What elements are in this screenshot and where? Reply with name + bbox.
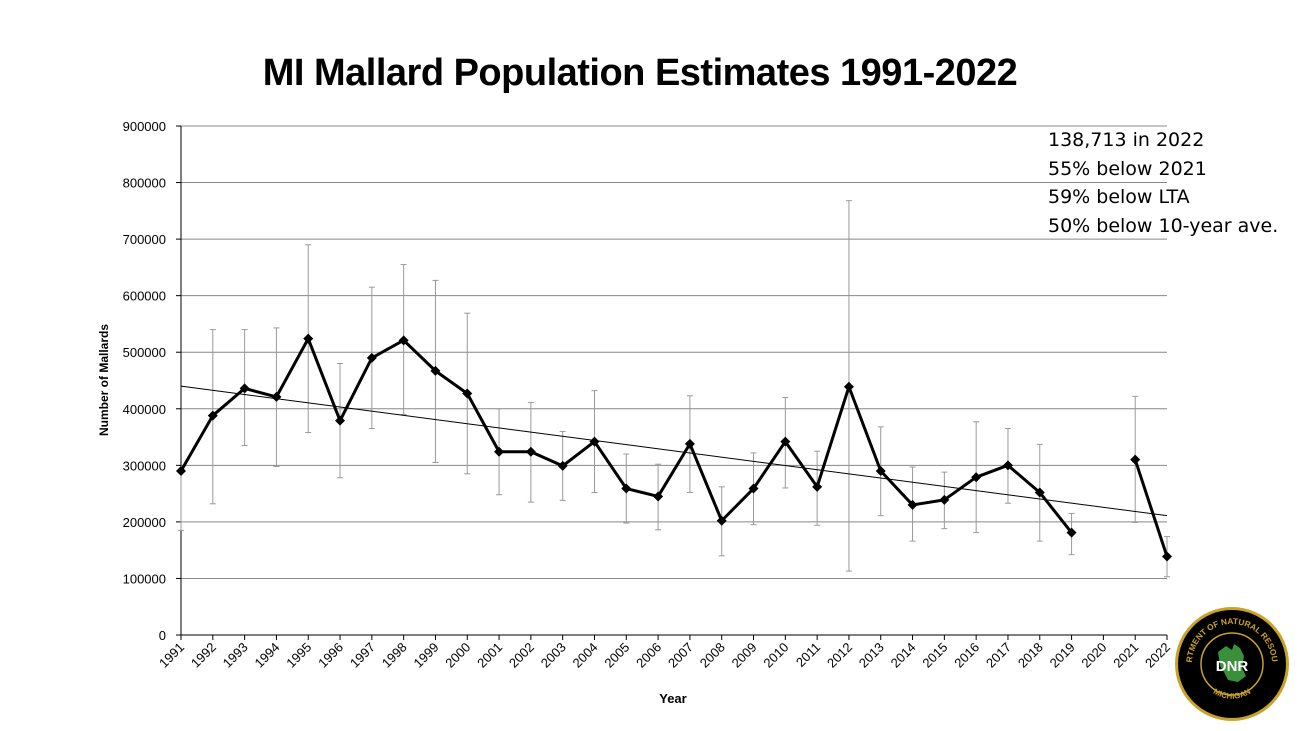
- x-tick-label: 2010: [760, 640, 791, 671]
- y-tick-label: 300000: [123, 458, 166, 473]
- axes: [176, 125, 1168, 640]
- x-tick-label: 2022: [1142, 640, 1173, 671]
- data-point-marker: [335, 415, 346, 426]
- y-tick-label: 700000: [123, 232, 166, 247]
- annotation-box: 138,713 in 2022 55% below 2021 59% below…: [1048, 126, 1278, 240]
- data-point-marker: [176, 465, 186, 476]
- data-point-marker: [875, 465, 886, 476]
- data-point-marker: [589, 436, 600, 447]
- trendline: [180, 385, 1168, 517]
- x-tick-label: 1998: [379, 640, 410, 671]
- x-tick-label: 2021: [1110, 640, 1141, 671]
- x-tick-label: 1992: [188, 640, 219, 671]
- x-tick-label: 2005: [601, 640, 632, 671]
- x-tick-label: 2018: [1015, 640, 1046, 671]
- x-tick-label: 2017: [983, 640, 1014, 671]
- data-point-marker: [303, 333, 314, 344]
- x-tick-label: 2008: [697, 640, 728, 671]
- x-tick-label: 1997: [347, 640, 378, 671]
- trendline-line: [180, 385, 1168, 517]
- logo-bottom-text: MICHIGAN: [1212, 687, 1253, 701]
- michigan-shape-icon: [1218, 644, 1246, 682]
- annotation-line: 138,713 in 2022: [1048, 129, 1205, 151]
- x-tick-label: 2019: [1047, 640, 1078, 671]
- x-tick-label: 1999: [411, 640, 442, 671]
- data-point-marker: [494, 446, 505, 457]
- data-point-marker: [271, 391, 282, 402]
- x-tick-label: 2007: [665, 640, 696, 671]
- data-point-marker: [939, 494, 950, 505]
- data-point-marker: [780, 436, 791, 447]
- y-tick-label: 100000: [123, 571, 166, 586]
- data-point-marker: [716, 515, 727, 526]
- x-tick-label: 2020: [1078, 640, 1109, 671]
- x-axis-label: Year: [659, 691, 686, 706]
- data-point-marker: [1130, 454, 1141, 465]
- data-point-marker: [430, 365, 441, 376]
- y-tick-label: 200000: [123, 515, 166, 530]
- dnr-logo: DNR DEPARTMENT OF NATURAL RESOURCES MICH…: [1174, 606, 1289, 721]
- series-line-segment: [1133, 459, 1169, 558]
- x-tick-label: 1996: [315, 640, 346, 671]
- series-line: [179, 337, 1169, 558]
- data-point-marker: [971, 472, 982, 483]
- x-tick-label: 2013: [856, 640, 887, 671]
- gridlines: [181, 125, 1167, 579]
- x-tick-label: 2004: [570, 640, 601, 671]
- data-point-marker: [684, 438, 695, 449]
- chart-title-text: MI Mallard Population Estimates 1991-202…: [262, 52, 1018, 94]
- x-tick-label: 2009: [729, 640, 760, 671]
- data-point-marker: [621, 483, 632, 494]
- y-tick-label: 400000: [123, 402, 166, 417]
- logo-inner-ring: [1200, 632, 1264, 696]
- x-tick-label: 1991: [156, 640, 187, 671]
- data-point-marker: [366, 352, 377, 363]
- x-tick-label: 2003: [538, 640, 569, 671]
- x-tick-label: 2014: [888, 640, 919, 671]
- data-point-marker: [907, 499, 918, 510]
- data-point-marker: [812, 481, 823, 492]
- data-point-marker: [557, 460, 568, 471]
- x-tick-label: 2002: [506, 640, 537, 671]
- x-tick-label: 2001: [474, 640, 505, 671]
- y-tick-label: 600000: [123, 289, 166, 304]
- y-axis-label: Number of Mallards: [97, 324, 111, 436]
- data-point-marker: [398, 335, 409, 346]
- data-point-marker: [462, 388, 473, 399]
- chart-title: MI Mallard Population Estimates 1991-202…: [0, 52, 1280, 95]
- data-point-marker: [239, 383, 250, 394]
- annotation-line: 50% below 10-year ave.: [1048, 214, 1279, 237]
- x-tick-label: 1994: [251, 640, 282, 671]
- x-tick-label: 2015: [919, 640, 950, 671]
- x-tick-label: 2016: [951, 640, 982, 671]
- data-point-marker: [653, 491, 664, 502]
- x-tick-label: 2000: [442, 640, 473, 671]
- x-tick-label: 1993: [220, 640, 251, 671]
- data-point-marker: [207, 410, 218, 421]
- x-tick-label: 1995: [283, 640, 314, 671]
- data-point-marker: [1162, 551, 1172, 562]
- data-point-marker: [843, 381, 854, 392]
- logo-center-text: DNR: [1216, 658, 1249, 675]
- data-point-marker: [1034, 487, 1045, 498]
- x-tick-label: 2012: [824, 640, 855, 671]
- data-point-marker: [525, 446, 536, 457]
- y-tick-label: 500000: [123, 345, 166, 360]
- x-tick-labels: 1991 1992 1993 1994 1995 1996 1997 1998 1999 2000…: [156, 640, 1173, 671]
- data-point-marker: [748, 483, 759, 494]
- annotation-line: 55% below 2021: [1048, 157, 1207, 180]
- data-points: [176, 333, 1172, 562]
- y-tick-labels: 0 100000 200000 300000 400000 500000 600000 700…: [123, 119, 166, 643]
- data-point-marker: [1066, 527, 1077, 538]
- y-tick-label: 900000: [123, 119, 166, 134]
- y-tick-label: 0: [159, 628, 166, 643]
- data-point-marker: [1002, 460, 1013, 471]
- x-tick-label: 2011: [793, 640, 823, 670]
- annotation-line: 59% below LTA: [1048, 186, 1190, 208]
- y-tick-label: 800000: [123, 176, 166, 191]
- x-tick-label: 2006: [633, 640, 664, 671]
